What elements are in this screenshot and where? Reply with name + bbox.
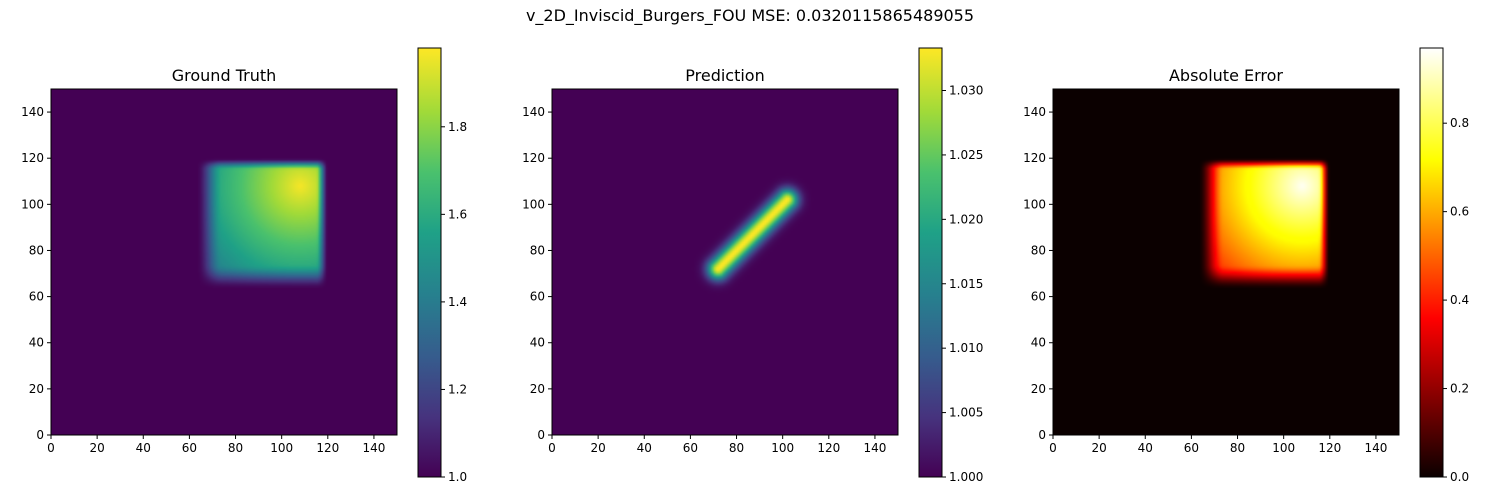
y-tick-label: 140: [522, 105, 545, 119]
x-tick-label: 100: [1272, 441, 1295, 455]
colorbar-tick-label: 1.8: [448, 120, 467, 134]
y-tick-label: 60: [530, 290, 545, 304]
subplot-1: Ground Truth 0 20 40 60 80 100 120 140 0 20 40 60 80 1…: [21, 47, 467, 484]
heatmap-image: [552, 89, 898, 435]
subplot-title: Absolute Error: [1169, 66, 1283, 85]
colorbar-tick-label: 1.010: [949, 341, 983, 355]
colorbar-gradient: [918, 47, 943, 478]
y-tick-label: 20: [1031, 382, 1046, 396]
x-tick-label: 20: [89, 441, 104, 455]
x-tick-label: 0: [1049, 441, 1057, 455]
y-tick-label: 100: [522, 197, 545, 211]
x-tick-label: 100: [771, 441, 794, 455]
x-tick-label: 80: [729, 441, 744, 455]
colorbar-gradient: [1419, 47, 1444, 478]
colorbar-tick-label: 1.4: [448, 295, 467, 309]
axes-frame: [1052, 88, 1400, 436]
x-tick-label: 60: [683, 441, 698, 455]
colorbar-tick-label: 1.030: [949, 84, 983, 98]
subplot-title: Prediction: [685, 66, 764, 85]
colorbar-tick-label: 0.8: [1450, 116, 1469, 130]
x-tick-label: 40: [136, 441, 151, 455]
y-tick-label: 40: [1031, 336, 1046, 350]
x-tick-label: 0: [47, 441, 55, 455]
y-tick-label: 0: [1038, 428, 1046, 442]
axes-frame: [551, 88, 899, 436]
y-tick-label: 80: [29, 243, 44, 257]
y-tick-label: 140: [21, 105, 44, 119]
colorbar-tick-label: 0.0: [1450, 470, 1469, 484]
colorbar: 0.0 0.2 0.4 0.6 0.8: [1419, 47, 1469, 484]
colorbar-tick-label: 0.2: [1450, 382, 1469, 396]
figure-suptitle: v_2D_Inviscid_Burgers_FOU MSE: 0.0320115…: [525, 6, 975, 25]
heatmap-image: [1053, 89, 1399, 435]
x-tick-label: 60: [182, 441, 197, 455]
y-tick-label: 120: [21, 151, 44, 165]
y-tick-label: 80: [1031, 243, 1046, 257]
y-tick-label: 20: [29, 382, 44, 396]
x-tick-label: 80: [228, 441, 243, 455]
colorbar-tick-label: 0.4: [1450, 293, 1469, 307]
subplot-2: Prediction 0 20 40 60 80 100 120 140 0 20 40 60 80 100…: [522, 47, 983, 484]
colorbar-tick-label: 1.020: [949, 212, 983, 226]
colorbar-tick-label: 0.6: [1450, 205, 1469, 219]
y-tick-label: 120: [1023, 151, 1046, 165]
y-tick-label: 60: [29, 290, 44, 304]
x-tick-label: 40: [637, 441, 652, 455]
x-tick-label: 120: [1318, 441, 1341, 455]
x-tick-label: 140: [362, 441, 385, 455]
subplot-3: Absolute Error 0 20 40 60 80 100 120 140 0 20 40 60 8…: [1023, 47, 1469, 484]
y-tick-label: 20: [530, 382, 545, 396]
colorbar-tick-label: 1.0: [448, 470, 467, 484]
y-tick-label: 140: [1023, 105, 1046, 119]
y-tick-label: 40: [29, 336, 44, 350]
y-tick-label: 80: [530, 243, 545, 257]
y-tick-label: 100: [1023, 197, 1046, 211]
axes-frame: [50, 88, 398, 436]
subplot-title: Ground Truth: [172, 66, 277, 85]
y-tick-label: 40: [530, 336, 545, 350]
x-tick-label: 40: [1138, 441, 1153, 455]
x-tick-label: 80: [1230, 441, 1245, 455]
y-tick-label: 0: [537, 428, 545, 442]
x-tick-label: 140: [863, 441, 886, 455]
heatmap-image: [51, 89, 397, 435]
colorbar-tick-label: 1.025: [949, 148, 983, 162]
x-tick-label: 140: [1364, 441, 1387, 455]
colorbar: 1.0 1.2 1.4 1.6 1.8: [417, 47, 467, 484]
y-tick-label: 0: [36, 428, 44, 442]
colorbar: 1.000 1.005 1.010 1.015 1.020 1.025 1.030: [918, 47, 983, 484]
colorbar-tick-label: 1.005: [949, 406, 983, 420]
colorbar-tick-label: 1.2: [448, 382, 467, 396]
colorbar-gradient: [417, 47, 442, 478]
colorbar-tick-label: 1.015: [949, 277, 983, 291]
x-tick-label: 20: [590, 441, 605, 455]
y-tick-label: 100: [21, 197, 44, 211]
x-tick-label: 60: [1184, 441, 1199, 455]
x-tick-label: 120: [316, 441, 339, 455]
y-tick-label: 120: [522, 151, 545, 165]
colorbar-tick-label: 1.000: [949, 470, 983, 484]
x-tick-label: 100: [270, 441, 293, 455]
colorbar-tick-label: 1.6: [448, 207, 467, 221]
y-tick-label: 60: [1031, 290, 1046, 304]
x-tick-label: 20: [1091, 441, 1106, 455]
x-tick-label: 0: [548, 441, 556, 455]
x-tick-label: 120: [817, 441, 840, 455]
